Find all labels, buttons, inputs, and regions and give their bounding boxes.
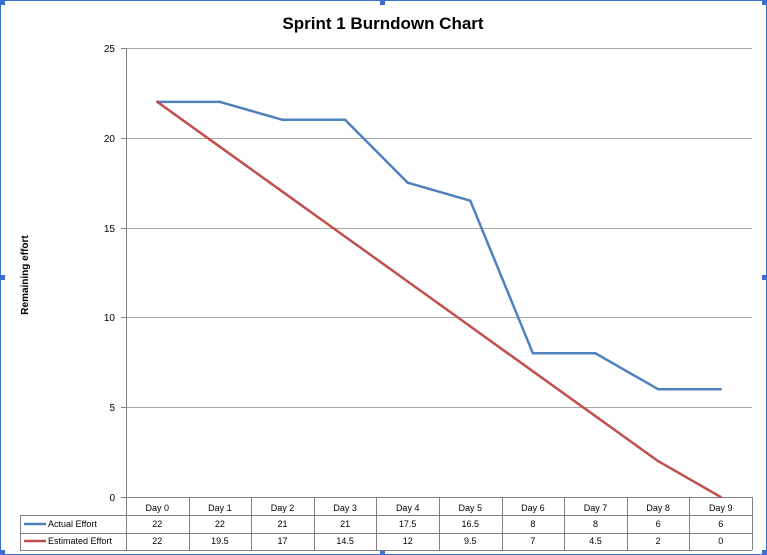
data-table-cell: 21 (340, 519, 350, 529)
data-table-cell: 22 (152, 519, 162, 529)
legend-entry: Actual Effort (48, 519, 97, 529)
resize-handle-bottom-middle[interactable] (380, 550, 385, 555)
data-point (281, 118, 284, 122)
plot-lines (156, 100, 722, 499)
data-point (218, 145, 222, 148)
y-axis-ticks: 0 5 10 15 20 25 (104, 44, 127, 504)
data-point (406, 280, 409, 283)
x-category-label: Day 9 (709, 503, 733, 513)
y-tick-label: 10 (104, 313, 116, 324)
data-table-cell: 7 (530, 536, 535, 546)
data-point (594, 414, 597, 418)
resize-handle-top-middle[interactable] (380, 0, 385, 5)
data-table-cell: 12 (403, 536, 413, 546)
resize-handle-middle-left[interactable] (0, 275, 5, 280)
y-axis-label: Remaining effort (20, 235, 31, 315)
data-table-cell: 4.5 (589, 536, 602, 546)
legend-entry: Estimated Effort (48, 536, 112, 546)
data-point (719, 388, 722, 391)
y-tick-label: 5 (109, 403, 115, 414)
x-category-label: Day 8 (646, 503, 670, 513)
data-table-cell: 9.5 (464, 536, 477, 546)
x-category-label: Day 6 (521, 503, 545, 513)
data-point (469, 199, 472, 202)
data-point (406, 181, 409, 184)
data-table-cell: 8 (530, 519, 535, 529)
data-table: Day 0 Day 1 Day 2 Day 3 Day 4 Day 5 Day 6 Day 7… (20, 497, 753, 551)
data-table-cell: 17.5 (399, 519, 417, 529)
x-category-label: Day 3 (333, 503, 357, 513)
y-tick-label: 0 (109, 493, 115, 504)
data-point (531, 370, 535, 373)
data-table-cell: 0 (718, 536, 723, 546)
chart-title: Sprint 1 Burndown Chart (282, 14, 484, 33)
resize-handle-bottom-left[interactable] (0, 550, 5, 555)
resize-handle-middle-right[interactable] (762, 275, 767, 280)
y-tick-label: 15 (104, 224, 116, 235)
resize-handle-bottom-right[interactable] (762, 550, 767, 555)
data-point (656, 459, 660, 463)
series-line-estimated-effort (156, 100, 722, 499)
resize-handle-top-right[interactable] (762, 0, 767, 5)
data-table-cell: 17 (277, 536, 287, 546)
x-category-label: Day 5 (459, 503, 483, 513)
data-point (656, 388, 660, 391)
data-table-cell: 22 (152, 536, 162, 546)
data-point (343, 235, 347, 238)
x-category-label: Day 2 (271, 503, 295, 513)
data-table-cell: 6 (718, 519, 723, 529)
data-point (281, 190, 284, 193)
data-table-cell: 19.5 (211, 536, 229, 546)
x-category-label: Day 4 (396, 503, 420, 513)
data-point (156, 100, 159, 104)
series-line-actual-effort (157, 100, 721, 391)
x-category-label: Day 7 (584, 503, 608, 513)
x-category-label: Day 1 (208, 503, 232, 513)
data-point (218, 100, 222, 104)
data-point (343, 118, 347, 122)
x-category-label: Day 0 (146, 503, 170, 513)
data-table-cell: 2 (656, 536, 661, 546)
y-tick-label: 20 (104, 134, 116, 145)
data-table-cell: 8 (593, 519, 598, 529)
data-point (531, 352, 535, 355)
data-table-cell: 16.5 (462, 519, 480, 529)
gridlines (126, 48, 752, 408)
data-table-cell: 22 (215, 519, 225, 529)
resize-handle-top-left[interactable] (0, 0, 5, 5)
data-table-cell: 14.5 (336, 536, 354, 546)
data-point (719, 495, 722, 499)
data-point (594, 352, 597, 355)
data-table-cell: 21 (277, 519, 287, 529)
data-point (469, 325, 472, 328)
y-tick-label: 25 (104, 44, 116, 55)
data-table-cell: 6 (656, 519, 661, 529)
